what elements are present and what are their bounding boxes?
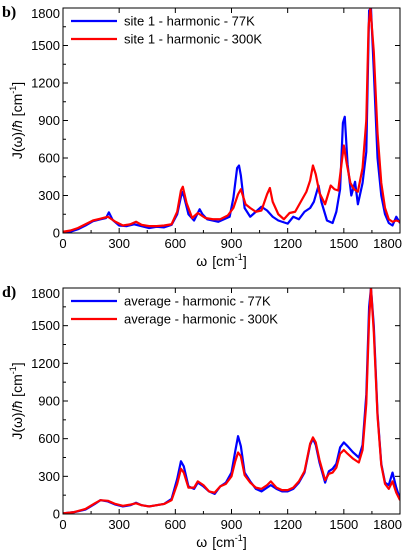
y-tick-label: 1200 <box>31 356 60 371</box>
x-tick-label: 1200 <box>273 517 302 532</box>
y-tick-label: 900 <box>38 394 60 409</box>
x-axis-label: ω [cm-1] <box>196 533 246 550</box>
x-tick-label: 0 <box>59 236 66 251</box>
y-tick-label: 300 <box>38 469 60 484</box>
x-tick-label: 900 <box>221 517 243 532</box>
legend: average - harmonic - 77K average - harmon… <box>71 294 278 327</box>
y-tick-label: 300 <box>38 188 60 203</box>
legend: site 1 - harmonic - 77K site 1 - harmonic… <box>71 14 262 47</box>
panel-label: b) <box>2 4 16 21</box>
y-tick-label: 900 <box>38 113 60 128</box>
legend-label: average - harmonic - 77K <box>124 294 271 309</box>
y-tick-label: 1200 <box>31 76 60 91</box>
legend-label: site 1 - harmonic - 77K <box>124 14 255 29</box>
x-tick-label: 900 <box>221 236 243 251</box>
y-axis-label: J(ω)/ħ [cm-1] <box>8 82 25 159</box>
y-tick-label: 1800 <box>31 286 60 301</box>
y-axis-label: J(ω)/ħ [cm-1] <box>8 362 25 439</box>
x-tick-label: 600 <box>164 236 186 251</box>
x-tick-label: 300 <box>108 236 130 251</box>
x-tick-label: 1800 <box>373 236 402 251</box>
y-tick-label: 1500 <box>31 38 60 53</box>
series-line-300k <box>63 288 400 514</box>
panel-d: 0 300 600 900 1200 1500 1800 0 300 600 900 1200 1500… <box>2 284 402 550</box>
x-tick-label: 1500 <box>329 517 358 532</box>
x-tick-label: 600 <box>164 517 186 532</box>
y-tick-label: 1500 <box>31 318 60 333</box>
x-tick-label: 1500 <box>329 236 358 251</box>
x-tick-label: 0 <box>59 517 66 532</box>
y-tick-label: 600 <box>38 151 60 166</box>
y-tick-label: 600 <box>38 431 60 446</box>
series-line-77k <box>63 8 400 233</box>
panel-label: d) <box>2 284 16 301</box>
x-tick-label: 1200 <box>273 236 302 251</box>
legend-label: site 1 - harmonic - 300K <box>124 32 262 47</box>
panel-b: 0 300 600 900 1200 1500 1800 0 300 600 900 1200 1500… <box>2 4 402 269</box>
series-line-300k <box>63 8 400 233</box>
x-tick-label: 300 <box>108 517 130 532</box>
x-tick-label: 1800 <box>373 517 402 532</box>
legend-label: average - harmonic - 300K <box>124 312 278 327</box>
y-tick-label: 0 <box>53 507 60 522</box>
x-axis-label: ω [cm-1] <box>196 252 246 269</box>
y-tick-label: 0 <box>53 226 60 241</box>
y-tick-label: 1800 <box>31 6 60 21</box>
